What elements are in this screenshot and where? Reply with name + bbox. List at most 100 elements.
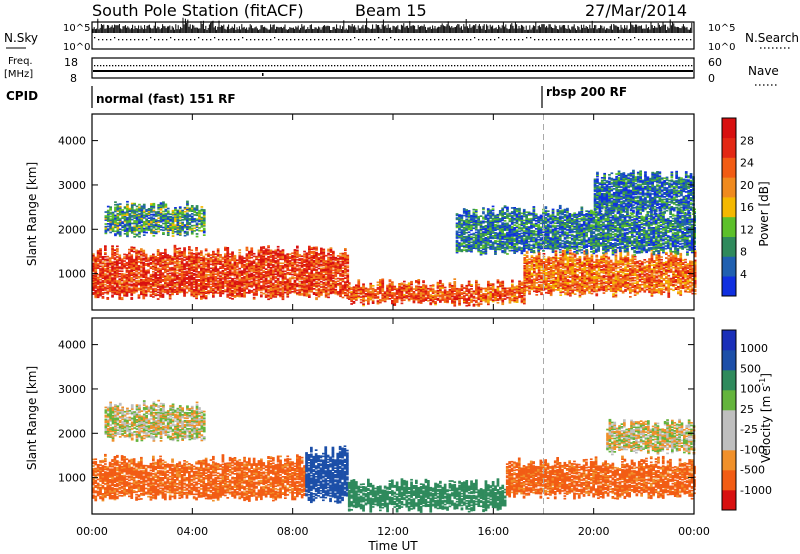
heatmap-cell <box>219 292 222 295</box>
heatmap-cell <box>238 249 242 251</box>
heatmap-cell <box>465 304 469 307</box>
heatmap-cell <box>99 288 102 290</box>
heatmap-cell <box>367 299 370 301</box>
heatmap-cell <box>92 287 95 290</box>
nsearch-dot <box>94 37 96 39</box>
heatmap-cell <box>334 270 338 272</box>
heatmap-cell <box>305 277 309 280</box>
power-heatmap <box>92 169 697 307</box>
heatmap-cell <box>130 279 134 282</box>
heatmap-cell <box>376 297 380 300</box>
heatmap-cell <box>104 274 107 277</box>
heatmap-cell <box>296 278 299 281</box>
heatmap-cell <box>176 293 179 295</box>
heatmap-cell <box>260 273 263 275</box>
heatmap-cell <box>183 279 186 281</box>
heatmap-cell <box>535 286 539 288</box>
heatmap-cell <box>329 291 333 293</box>
heatmap-cell <box>173 278 177 280</box>
heatmap-cell <box>422 285 425 288</box>
heatmap-cell <box>357 282 361 284</box>
heatmap-cell <box>535 282 539 284</box>
heatmap-cell <box>336 291 340 293</box>
heatmap-cell <box>346 269 350 271</box>
heatmap-cell <box>116 293 119 296</box>
heatmap-cell <box>183 276 186 279</box>
heatmap-cell <box>274 254 278 257</box>
heatmap-cell <box>207 274 210 276</box>
heatmap-cell <box>332 258 335 261</box>
heatmap-cell <box>477 302 481 305</box>
heatmap-cell <box>327 293 330 296</box>
heatmap-cell <box>154 274 158 277</box>
heatmap-cell <box>327 261 330 264</box>
heatmap-cell <box>264 271 268 273</box>
heatmap-cell <box>359 289 363 292</box>
heatmap-cell <box>362 292 365 295</box>
heatmap-cell <box>185 274 189 277</box>
heatmap-cell <box>130 298 134 300</box>
heatmap-cell <box>525 289 529 292</box>
heatmap-cell <box>226 272 230 274</box>
heatmap-cell <box>104 269 107 271</box>
heatmap-cell <box>108 257 112 259</box>
heatmap-cell <box>159 268 162 270</box>
heatmap-cell <box>369 288 373 290</box>
heatmap-cell <box>398 287 401 289</box>
heatmap-cell <box>477 283 481 286</box>
heatmap-cell <box>535 272 539 275</box>
heatmap-cell <box>252 280 256 283</box>
heatmap-cell <box>195 289 198 292</box>
heatmap-cell <box>352 298 356 300</box>
heatmap-cell <box>161 264 165 266</box>
heatmap-cell <box>395 298 399 301</box>
heatmap-cell <box>200 251 203 254</box>
heatmap-cell <box>190 293 194 296</box>
heatmap-cell <box>214 287 218 290</box>
heatmap-cell <box>195 269 198 272</box>
heatmap-cell <box>180 279 184 281</box>
heatmap-cell <box>111 282 114 285</box>
heatmap-cell <box>159 257 162 260</box>
heatmap-cell <box>329 267 333 269</box>
nave-dot <box>577 65 579 67</box>
nave-dot <box>133 65 135 67</box>
heatmap-cell <box>324 268 328 270</box>
heatmap-cell <box>111 273 114 275</box>
heatmap-cell <box>267 282 270 285</box>
heatmap-cell <box>367 296 370 298</box>
heatmap-cell <box>260 249 263 251</box>
nave-dot <box>451 65 453 67</box>
heatmap-cell <box>355 293 358 296</box>
heatmap-cell <box>317 293 321 295</box>
heatmap-cell <box>204 279 208 281</box>
heatmap-cell <box>264 253 268 256</box>
heatmap-cell <box>300 272 304 275</box>
heatmap-cell <box>262 263 266 266</box>
heatmap-cell <box>99 256 102 258</box>
heatmap-cell <box>233 292 237 294</box>
heatmap-cell <box>341 275 345 277</box>
nsearch-dot <box>618 37 620 39</box>
heatmap-cell <box>149 283 153 285</box>
heatmap-cell <box>226 265 230 268</box>
heatmap-cell <box>322 258 326 260</box>
heatmap-cell <box>540 281 543 284</box>
heatmap-cell <box>209 263 213 266</box>
heatmap-cell <box>238 278 242 281</box>
heatmap-cell <box>94 293 98 296</box>
heatmap-cell <box>305 272 309 275</box>
heatmap-cell <box>262 274 266 276</box>
heatmap-cell <box>296 268 299 270</box>
nsearch-dot <box>238 39 240 41</box>
heatmap-cell <box>315 285 318 287</box>
heatmap-cell <box>173 271 177 274</box>
heatmap-cell <box>197 276 201 278</box>
heatmap-cell <box>419 295 423 298</box>
heatmap-cell <box>144 276 148 278</box>
heatmap-cell <box>226 259 230 261</box>
heatmap-cell <box>152 256 155 258</box>
heatmap-cell <box>154 266 158 269</box>
heatmap-cell <box>334 292 338 295</box>
heatmap-cell <box>233 264 237 266</box>
